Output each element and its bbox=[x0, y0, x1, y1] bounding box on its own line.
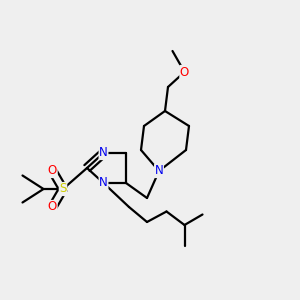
Text: N: N bbox=[99, 146, 108, 160]
Text: N: N bbox=[154, 164, 164, 178]
Text: O: O bbox=[180, 65, 189, 79]
Text: N: N bbox=[99, 176, 108, 190]
Text: O: O bbox=[48, 200, 57, 214]
Text: O: O bbox=[48, 164, 57, 178]
Text: S: S bbox=[59, 182, 67, 196]
